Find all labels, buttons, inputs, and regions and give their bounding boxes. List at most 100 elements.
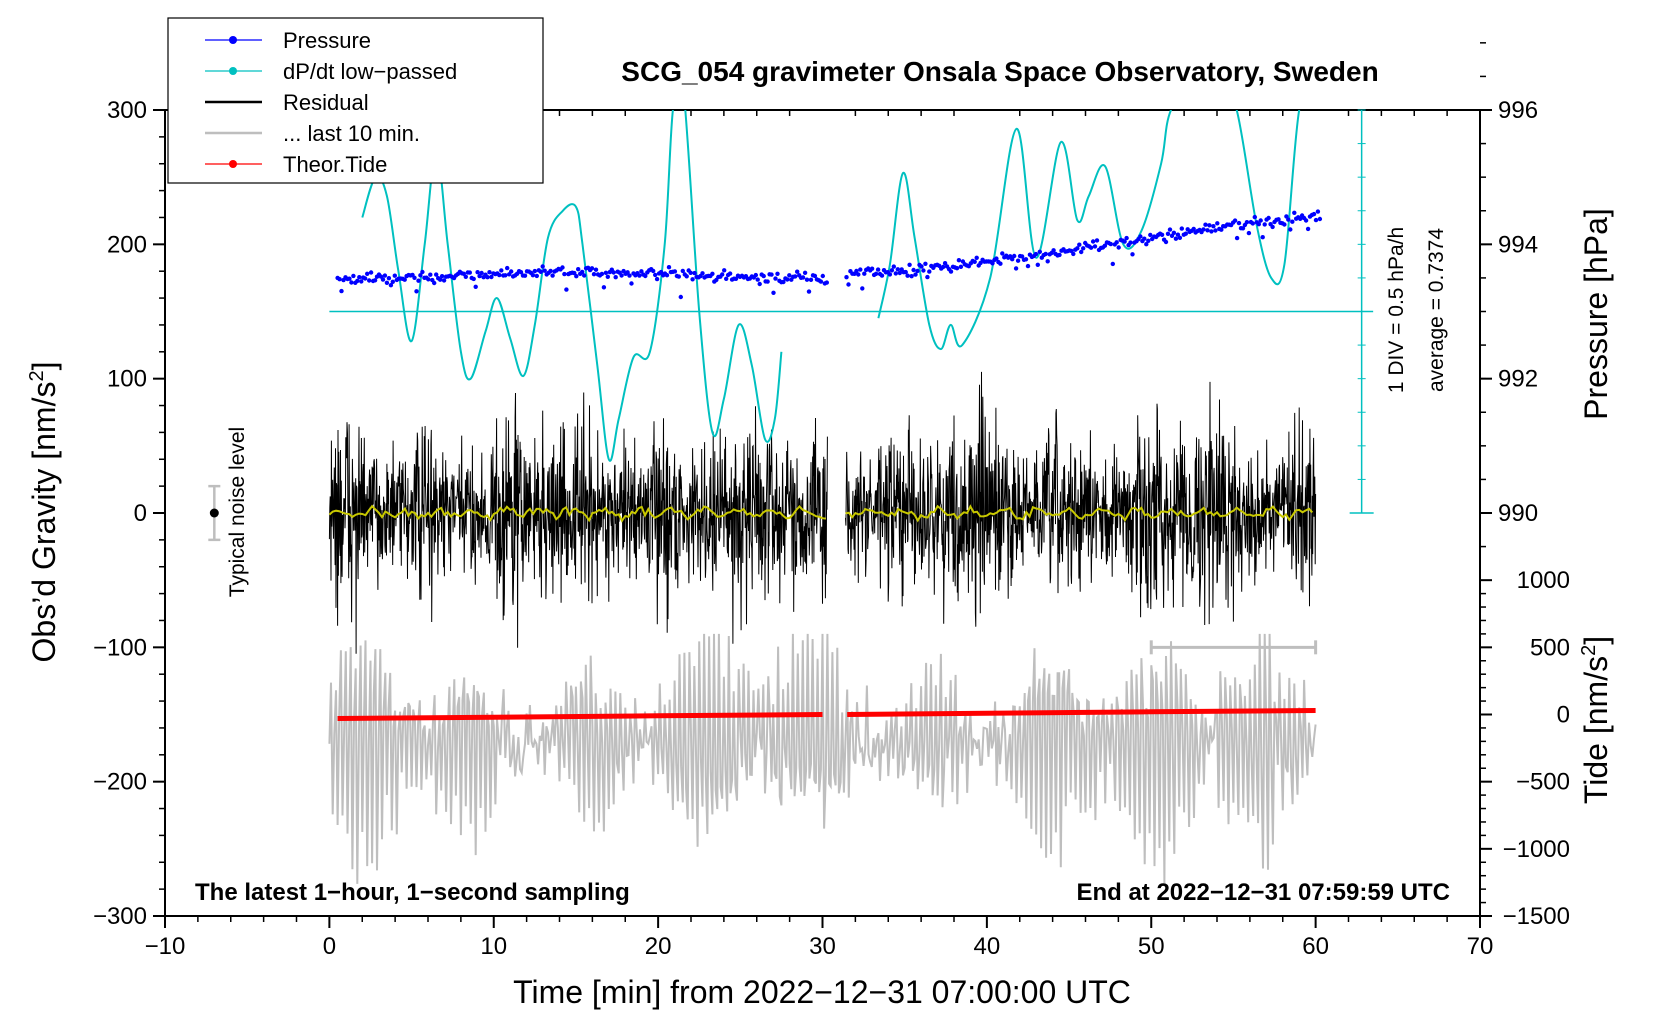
pressure-point <box>414 289 419 294</box>
pressure-point <box>785 277 790 282</box>
pressure-point <box>534 273 539 279</box>
pressure-point <box>639 269 644 274</box>
pressure-point <box>1305 226 1311 232</box>
pressure-point <box>479 270 484 276</box>
pressure-point <box>1209 229 1214 234</box>
pressure-point <box>879 273 885 278</box>
pressure-point <box>619 273 624 278</box>
pressure-point <box>420 269 425 275</box>
y-left-tick-label: −200 <box>93 769 147 796</box>
pressure-point <box>434 272 439 277</box>
dpdt-trace-part2 <box>877 110 1301 351</box>
pressure-point <box>1075 246 1080 251</box>
legend-box <box>167 17 544 184</box>
pressure-point <box>505 265 510 271</box>
pressure-point <box>382 273 388 278</box>
pressure-point <box>1256 222 1262 227</box>
pressure-point <box>574 274 579 279</box>
pressure-point <box>684 274 689 279</box>
pressure-point <box>1071 251 1076 257</box>
pressure-point <box>893 271 898 276</box>
pressure-point <box>1092 244 1098 249</box>
pressure-point <box>806 289 812 294</box>
pressure-point <box>690 277 695 282</box>
pressure-point <box>418 273 423 278</box>
pressure-point <box>625 270 630 275</box>
pressure-point <box>1077 242 1082 247</box>
pressure-point <box>475 270 480 275</box>
pressure-point <box>954 266 960 271</box>
pressure-point <box>757 281 762 287</box>
pressure-point <box>380 277 386 282</box>
pressure-point <box>1019 254 1025 259</box>
pressure-point <box>875 267 881 272</box>
pressure-point <box>580 269 585 275</box>
pressure-point <box>1035 262 1041 267</box>
pressure-point <box>467 270 472 275</box>
pressure-point <box>1043 251 1048 257</box>
pressure-point <box>1013 266 1019 271</box>
pressure-point <box>1244 220 1250 225</box>
pressure-point <box>889 268 895 273</box>
pressure-point <box>720 272 725 277</box>
pressure-point <box>1090 239 1096 244</box>
pressure-point <box>432 280 437 286</box>
pressure-point <box>599 271 605 277</box>
pressure-point <box>390 279 395 284</box>
last10-trace <box>328 633 1317 884</box>
pressure-point <box>1094 238 1100 243</box>
pressure-point <box>722 268 727 273</box>
pressure-point <box>1144 242 1149 247</box>
pressure-point <box>384 280 390 285</box>
pressure-point <box>948 269 954 274</box>
pressure-point <box>1110 261 1116 267</box>
tide-trace-part1 <box>337 712 823 721</box>
pressure-point <box>1171 230 1177 235</box>
pressure-point <box>724 276 729 281</box>
pressure-point <box>1292 210 1297 215</box>
pressure-point <box>365 271 370 276</box>
pressure-point <box>1317 216 1323 222</box>
pressure-point <box>1159 232 1165 237</box>
pressure-point <box>605 274 610 279</box>
pressure-point <box>1240 226 1246 231</box>
pressure-point <box>1191 226 1196 232</box>
pressure-point <box>700 271 705 276</box>
pressure-point <box>1081 246 1086 251</box>
pressure-point <box>629 281 634 286</box>
pressure-point <box>678 294 683 300</box>
pressure-point <box>858 267 863 272</box>
x-tick-label: 70 <box>1467 933 1494 960</box>
pressure-point <box>643 273 648 279</box>
pressure-point <box>1315 209 1321 214</box>
y-left-tick-label: −300 <box>93 903 147 930</box>
pressure-point <box>426 277 431 282</box>
pressure-point <box>862 271 867 276</box>
pressure-point <box>921 268 926 273</box>
x-tick-label: 40 <box>974 933 1001 960</box>
pressure-point <box>548 268 553 274</box>
pressure-tick-label: 992 <box>1498 366 1538 393</box>
pressure-point <box>942 261 948 266</box>
pressure-point <box>357 275 362 280</box>
pressure-point <box>1124 235 1129 241</box>
x-tick-label: 20 <box>645 933 672 960</box>
pressure-point <box>927 269 932 274</box>
pressure-point <box>755 277 760 282</box>
legend: Pressure dP/dt low−passed Residual ... last… <box>167 17 544 184</box>
pressure-point <box>485 275 490 280</box>
pressure-point <box>497 272 502 278</box>
legend-swatch-dot <box>229 160 237 168</box>
x-tick-label: 60 <box>1302 933 1329 960</box>
pressure-point <box>1215 221 1220 226</box>
pressure-point <box>1165 231 1171 236</box>
pressure-point <box>1246 230 1252 236</box>
pressure-point <box>1288 227 1293 232</box>
pressure-point <box>990 261 995 266</box>
annotation-sampling: The latest 1−hour, 1−second sampling <box>195 879 630 906</box>
pressure-point <box>1211 224 1216 229</box>
noise-bar-point <box>209 508 219 518</box>
pressure-point <box>891 264 896 269</box>
